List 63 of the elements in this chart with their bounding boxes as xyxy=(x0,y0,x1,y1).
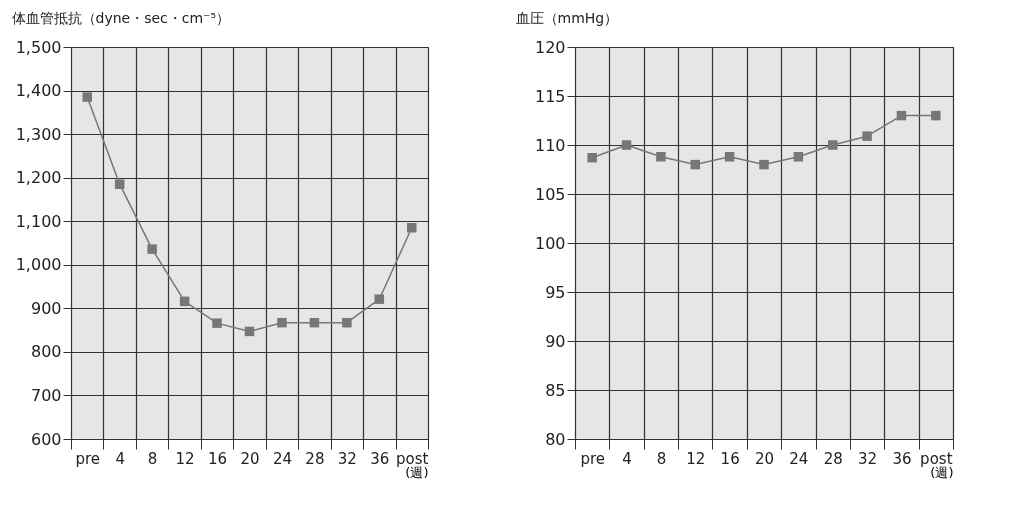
y-tick-label: 1,500 xyxy=(15,37,62,57)
y-tick-label: 110 xyxy=(534,135,566,155)
point xyxy=(896,110,907,121)
x-tick-label: 28 xyxy=(305,449,325,468)
y-tick-label: 1,000 xyxy=(15,255,62,275)
x-tick-label: 8 xyxy=(656,449,667,468)
point xyxy=(690,159,701,170)
point xyxy=(114,179,125,189)
x-tick-label: 12 xyxy=(686,449,706,468)
y-tick-label: 95 xyxy=(545,282,566,302)
y-tick-label: 100 xyxy=(534,233,566,253)
point xyxy=(342,317,352,328)
x-tick-label: 16 xyxy=(720,449,740,468)
x-tick-label: 20 xyxy=(240,449,260,468)
point xyxy=(587,153,597,163)
point xyxy=(827,140,838,150)
y-axis-title: 体血管抵抗（dyne・sec・cm⁻⁵） xyxy=(11,9,231,26)
point xyxy=(724,152,735,162)
point xyxy=(407,223,417,233)
point xyxy=(862,131,872,141)
point xyxy=(82,92,92,102)
y-tick-label: 115 xyxy=(534,86,566,106)
y-tick-label: 105 xyxy=(534,184,566,204)
x-tick-label: 12 xyxy=(175,449,195,468)
y-tick-label: 800 xyxy=(30,342,62,362)
x-tick-label: pre xyxy=(580,449,605,468)
point xyxy=(931,110,941,121)
point xyxy=(309,317,320,328)
y-axis-title: 血圧（mmHg） xyxy=(515,9,619,26)
y-tick-label: 120 xyxy=(534,37,566,57)
point xyxy=(759,159,769,170)
y-tick-label: 600 xyxy=(30,429,62,449)
x-tick-label: 32 xyxy=(858,449,878,468)
y-tick-label: 700 xyxy=(30,385,62,405)
x-tick-label: 20 xyxy=(754,449,775,468)
point xyxy=(793,152,804,162)
point xyxy=(374,294,385,304)
point xyxy=(656,152,666,162)
y-tick-label: 90 xyxy=(545,331,566,351)
x-tick-label: 4 xyxy=(115,449,125,468)
x-tick-label: 24 xyxy=(789,449,809,468)
x-tick-label: pre xyxy=(75,449,101,468)
x-tick-label: 16 xyxy=(208,449,228,468)
point xyxy=(147,244,157,254)
x-tick-label: 36 xyxy=(892,449,912,468)
point xyxy=(277,317,287,328)
point xyxy=(244,326,255,337)
y-tick-label: 80 xyxy=(545,429,566,449)
y-tick-label: 1,300 xyxy=(15,124,62,144)
y-tick-label: 85 xyxy=(545,380,566,400)
point xyxy=(621,140,632,150)
x-tick-label: 28 xyxy=(823,449,843,468)
x-tick-label: 4 xyxy=(622,449,632,468)
x-tick-label: 32 xyxy=(337,449,357,468)
y-tick-label: 1,100 xyxy=(15,211,62,231)
point xyxy=(179,296,190,307)
y-tick-label: 1,200 xyxy=(15,168,62,188)
point xyxy=(212,318,222,328)
y-tick-label: 900 xyxy=(30,298,62,318)
x-tick-label: 8 xyxy=(147,449,158,468)
x-tick-label: 24 xyxy=(272,449,292,468)
x-tick-label: 36 xyxy=(370,449,390,468)
y-tick-label: 1,400 xyxy=(15,81,62,101)
